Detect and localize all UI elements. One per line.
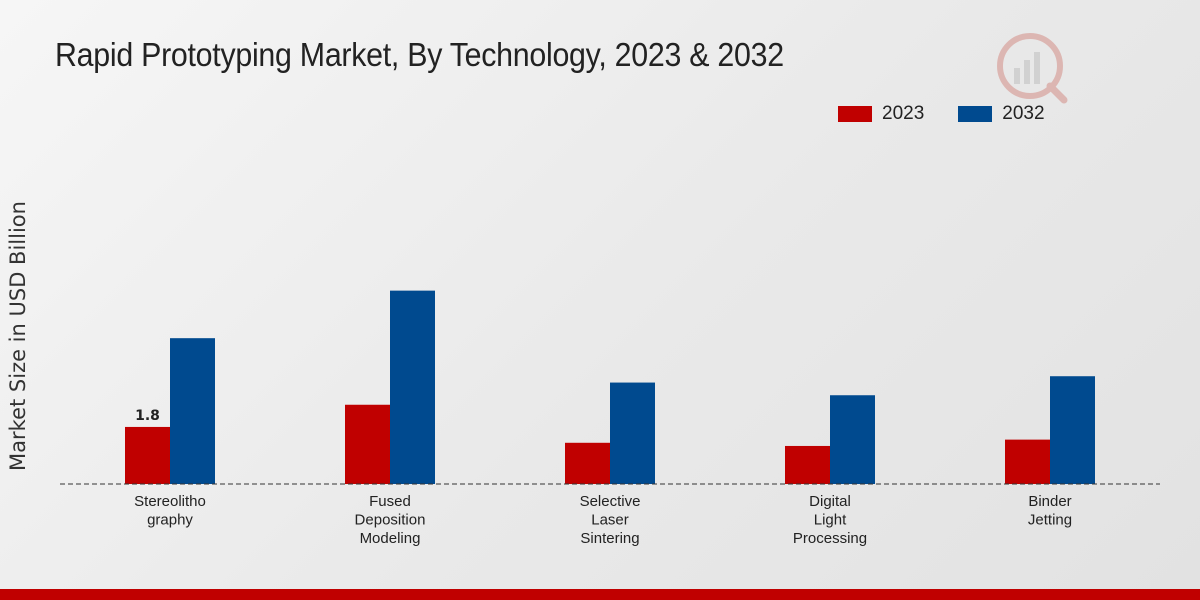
bar-2032-1: [390, 290, 435, 484]
data-label-0: 1.8: [135, 408, 160, 424]
bar-2023-0: [125, 426, 170, 484]
legend-label-2023: 2023: [882, 103, 925, 124]
legend-swatch-2032: [958, 106, 993, 122]
x-tick-label-2: Selective Laser Sintering: [580, 493, 641, 547]
chart-title: Rapid Prototyping Market, By Technology,…: [55, 36, 784, 73]
bar-2032-2: [610, 382, 655, 484]
bar-2023-3: [785, 445, 830, 484]
legend-item-2023: 2023: [838, 103, 924, 125]
bar-2032-3: [830, 395, 875, 484]
legend-swatch-2023: [838, 106, 872, 122]
bar-2032-0: [170, 338, 215, 484]
x-tick-label-1: Fused Deposition Modeling: [355, 493, 426, 547]
bar-2023-1: [345, 404, 390, 484]
bar-2032-4: [1050, 376, 1095, 484]
legend-item-2032: 2032: [958, 103, 1045, 125]
legend-label-2032: 2032: [1002, 103, 1045, 124]
bar-2023-4: [1005, 439, 1050, 484]
bar-2023-2: [565, 442, 610, 484]
legend: 2023 2032: [838, 103, 1079, 125]
brand-logo-icon: [997, 33, 1068, 104]
x-tick-label-3: Digital Light Processing: [793, 493, 867, 547]
bottom-accent-bar: [0, 589, 1200, 600]
x-tick-label-4: Binder Jetting: [1028, 493, 1072, 529]
x-tick-label-0: Stereolitho graphy: [134, 493, 206, 529]
